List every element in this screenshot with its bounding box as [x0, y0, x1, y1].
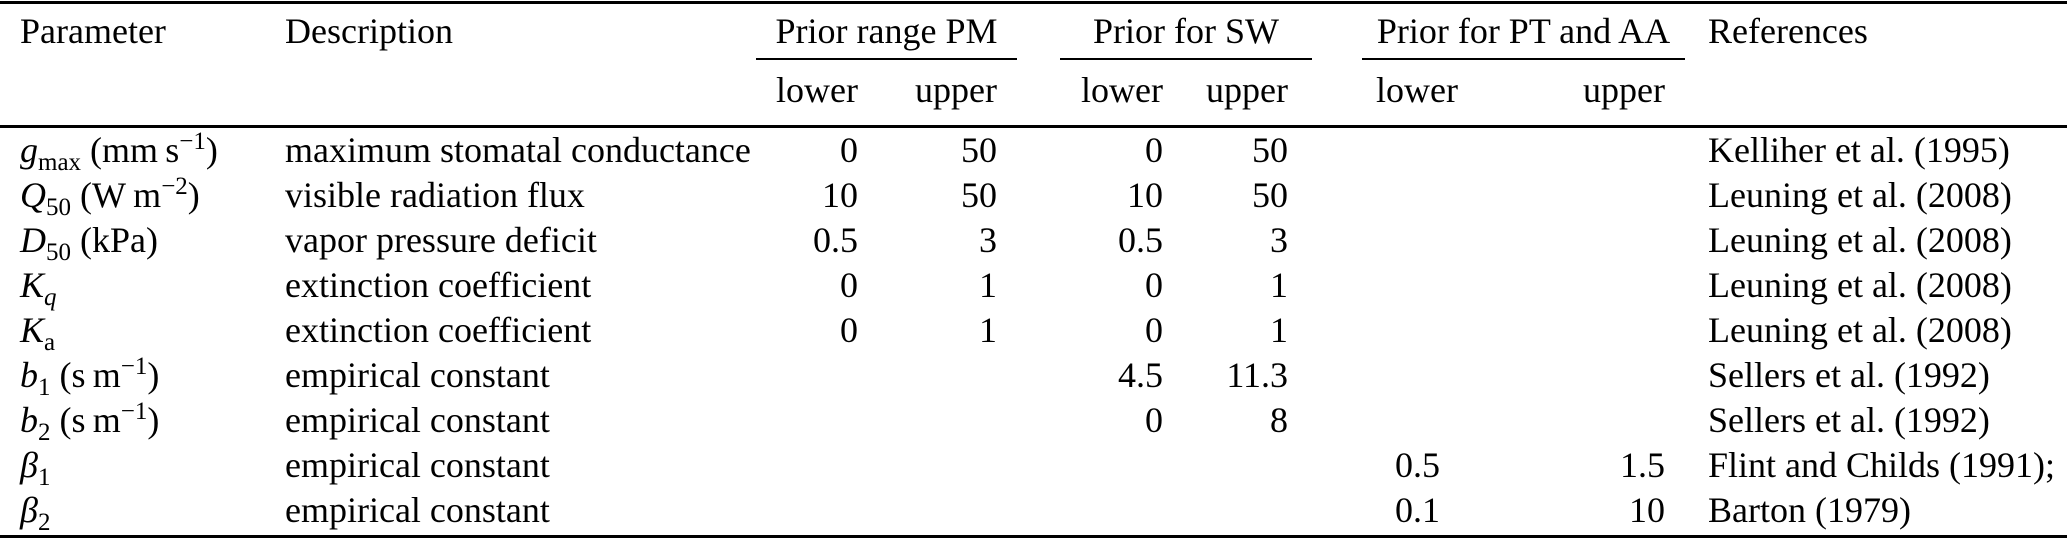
cell-param: D50 (kPa) — [20, 220, 158, 266]
cell-reference: Barton (1979) — [1708, 490, 1911, 530]
cell-pm-lower: 10 — [822, 175, 858, 215]
cell-pt-upper: 10 — [1629, 490, 1665, 530]
cell-param: gmax (mm s−1) — [20, 128, 218, 176]
cell-description: extinction coefficient — [285, 310, 592, 350]
cell-param: b1 (s m−1) — [20, 353, 160, 401]
group-underline-pt — [1362, 58, 1685, 60]
cell-sw-upper: 50 — [1252, 130, 1288, 170]
group-underline-pm — [756, 58, 1017, 60]
group-underline-sw — [1060, 58, 1312, 60]
cell-sw-lower: 0 — [1145, 400, 1163, 440]
table-row: gmax (mm s−1) maximum stomatal conductanc… — [0, 128, 2067, 176]
cell-reference: Leuning et al. (2008) — [1708, 310, 2012, 350]
group-header-prior-range-pm: Prior range PM — [775, 11, 998, 51]
table-row: Q50 (W m−2) visible radiation flux 10 50 10 5… — [0, 173, 2067, 221]
cell-pt-lower: 0.1 — [1395, 490, 1440, 530]
cell-pm-lower: 0 — [840, 310, 858, 350]
cell-pm-upper: 50 — [961, 130, 997, 170]
cell-pm-lower: 0 — [840, 265, 858, 305]
cell-reference: Leuning et al. (2008) — [1708, 265, 2012, 305]
cell-pm-upper: 50 — [961, 175, 997, 215]
cell-sw-lower: 0 — [1145, 130, 1163, 170]
cell-description: empirical constant — [285, 355, 550, 395]
table-row: β1 empirical constant 0.5 1.5 Flint and Chil… — [0, 443, 2067, 491]
cell-description: empirical constant — [285, 400, 550, 440]
group-header-prior-for-sw: Prior for SW — [1093, 11, 1279, 51]
subheader-pm-lower: lower — [776, 70, 858, 110]
subheader-pt-lower: lower — [1376, 70, 1458, 110]
cell-sw-upper: 11.3 — [1226, 355, 1288, 395]
cell-sw-lower: 0.5 — [1118, 220, 1163, 260]
header-rule — [0, 125, 2067, 128]
table-row: Kq extinction coefficient 0 1 0 1 Leuning et a… — [0, 263, 2067, 311]
cell-param: Q50 (W m−2) — [20, 173, 200, 221]
cell-sw-upper: 1 — [1270, 265, 1288, 305]
cell-description: visible radiation flux — [285, 175, 585, 215]
cell-reference: Leuning et al. (2008) — [1708, 175, 2012, 215]
cell-pm-upper: 3 — [979, 220, 997, 260]
table-row: β2 empirical constant 0.1 10 Barton (1979) — [0, 488, 2067, 536]
table-row: Ka extinction coefficient 0 1 0 1 Leuning et a… — [0, 308, 2067, 356]
cell-sw-upper: 8 — [1270, 400, 1288, 440]
col-header-parameter: Parameter — [20, 11, 166, 51]
cell-description: maximum stomatal conductance — [285, 130, 751, 170]
cell-sw-lower: 0 — [1145, 310, 1163, 350]
cell-pm-upper: 1 — [979, 310, 997, 350]
cell-description: empirical constant — [285, 445, 550, 485]
cell-sw-lower: 10 — [1127, 175, 1163, 215]
cell-description: vapor pressure deficit — [285, 220, 597, 260]
cell-pm-lower: 0.5 — [813, 220, 858, 260]
cell-pt-upper: 1.5 — [1620, 445, 1665, 485]
cell-pt-lower: 0.5 — [1395, 445, 1440, 485]
cell-sw-upper: 50 — [1252, 175, 1288, 215]
subheader-pt-upper: upper — [1583, 70, 1665, 110]
cell-reference: Kelliher et al. (1995) — [1708, 130, 2010, 170]
cell-reference: Sellers et al. (1992) — [1708, 400, 1990, 440]
cell-reference: Leuning et al. (2008) — [1708, 220, 2012, 260]
cell-param: Kq — [20, 265, 57, 311]
cell-pm-upper: 1 — [979, 265, 997, 305]
bottom-rule — [0, 535, 2067, 538]
cell-param: b2 (s m−1) — [20, 398, 160, 446]
cell-param: Ka — [20, 310, 56, 356]
subheader-sw-lower: lower — [1081, 70, 1163, 110]
col-header-description: Description — [285, 11, 453, 51]
table-row: b1 (s m−1) empirical constant 4.5 11.3 Selle… — [0, 353, 2067, 401]
cell-description: extinction coefficient — [285, 265, 592, 305]
cell-sw-lower: 0 — [1145, 265, 1163, 305]
subheader-sw-upper: upper — [1206, 70, 1288, 110]
subheader-pm-upper: upper — [915, 70, 997, 110]
cell-sw-upper: 1 — [1270, 310, 1288, 350]
cell-sw-upper: 3 — [1270, 220, 1288, 260]
cell-reference: Flint and Childs (1991); — [1708, 445, 2056, 485]
table-row: D50 (kPa) vapor pressure deficit 0.5 3 0.5 3 L… — [0, 218, 2067, 266]
cell-sw-lower: 4.5 — [1118, 355, 1163, 395]
top-rule — [0, 1, 2067, 4]
cell-param: β1 — [20, 445, 51, 491]
cell-description: empirical constant — [285, 490, 550, 530]
table-row: b2 (s m−1) empirical constant 0 8 Sellers et… — [0, 398, 2067, 446]
col-header-references: References — [1708, 11, 1868, 51]
table-body: gmax (mm s−1) maximum stomatal conductanc… — [0, 128, 2067, 536]
cell-param: β2 — [20, 490, 51, 536]
cell-pm-lower: 0 — [840, 130, 858, 170]
group-header-prior-for-pt-aa: Prior for PT and AA — [1376, 11, 1671, 51]
cell-reference: Sellers et al. (1992) — [1708, 355, 1990, 395]
